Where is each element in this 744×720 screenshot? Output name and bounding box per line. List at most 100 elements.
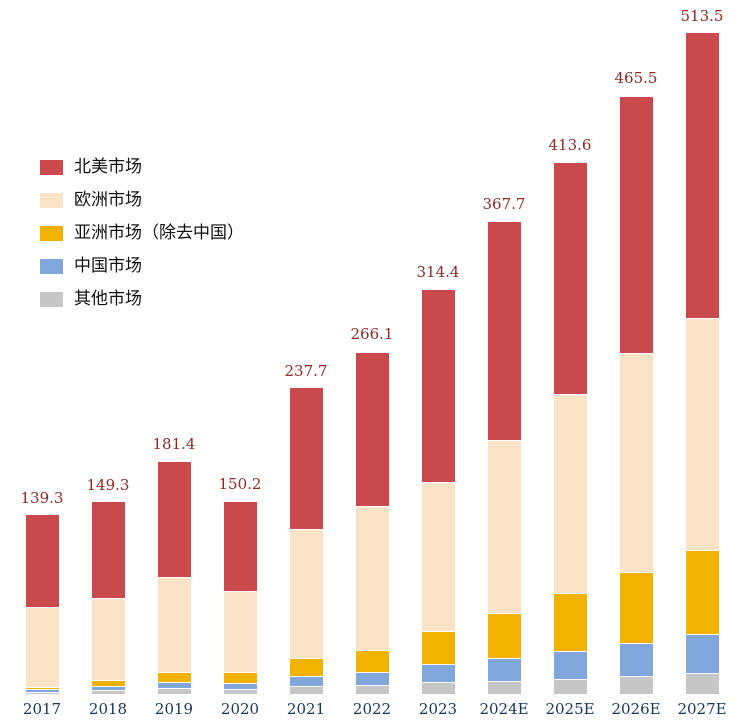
bar-total-label: 181.4 xyxy=(152,434,196,453)
bar-segment xyxy=(25,692,59,694)
bar-segment xyxy=(487,440,521,613)
bar-total-label: 513.5 xyxy=(680,7,724,25)
x-axis-label: 2019 xyxy=(154,700,194,718)
bar-segment xyxy=(553,162,587,394)
bar-segment xyxy=(223,591,257,672)
bar-segment xyxy=(355,672,389,685)
bar-segment xyxy=(289,686,323,694)
bar-segment xyxy=(91,680,125,686)
x-axis-label: 2018 xyxy=(88,700,128,718)
bar-segment xyxy=(289,676,323,686)
legend-label: 欧洲市场 xyxy=(74,190,142,210)
chart-legend: 北美市场欧洲市场亚洲市场（除去中国） 中国市场其他市场 xyxy=(40,158,244,309)
bar-group xyxy=(685,32,719,694)
bar-segment xyxy=(487,658,521,681)
bar-segment xyxy=(553,394,587,593)
bar-total-label: 413.6 xyxy=(548,135,592,154)
x-axis-label: 2025E xyxy=(545,700,595,718)
bar-segment xyxy=(157,672,191,682)
bar-segment xyxy=(223,501,257,591)
bar-group xyxy=(157,461,191,694)
bar-segment xyxy=(223,689,257,694)
bar-segment xyxy=(553,651,587,679)
legend-swatch xyxy=(40,160,63,175)
bar-segment xyxy=(685,32,719,318)
legend-label: 北美市场 xyxy=(74,157,142,177)
bar-segment xyxy=(553,679,587,694)
bar-segment xyxy=(289,658,323,676)
bar-segment xyxy=(487,681,521,694)
bar-group xyxy=(619,96,653,694)
bar-segment xyxy=(25,607,59,687)
bar-group xyxy=(421,289,455,694)
legend-item: 中国市场 xyxy=(40,257,244,276)
bar-segment xyxy=(619,353,653,572)
x-axis-label: 2027E xyxy=(677,700,727,718)
bar-segment xyxy=(157,461,191,577)
bar-segment xyxy=(487,613,521,658)
bar-segment xyxy=(685,318,719,550)
bar-segment xyxy=(355,650,389,672)
bar-total-label: 465.5 xyxy=(614,68,658,87)
legend-label: 亚洲市场（除去中国） xyxy=(74,223,244,243)
bar-total-label: 139.3 xyxy=(20,488,64,507)
bar-segment xyxy=(289,387,323,529)
bar-total-label: 149.3 xyxy=(86,475,130,494)
bar-segment xyxy=(355,506,389,650)
bar-segment xyxy=(157,682,191,688)
bar-segment xyxy=(289,529,323,658)
legend-swatch xyxy=(40,226,63,241)
x-axis-label: 2020 xyxy=(220,700,260,718)
bar-segment xyxy=(157,688,191,694)
bar-group xyxy=(91,501,125,694)
bar-segment xyxy=(355,352,389,506)
x-axis-label: 2024E xyxy=(479,700,529,718)
bar-group xyxy=(553,162,587,694)
x-axis-label: 2021 xyxy=(286,700,326,718)
x-axis-label: 2026E xyxy=(611,700,661,718)
bar-segment xyxy=(157,577,191,672)
legend-swatch xyxy=(40,292,63,307)
bar-segment xyxy=(421,289,455,482)
bar-segment xyxy=(619,572,653,643)
legend-label: 中国市场 xyxy=(74,256,142,276)
bar-segment xyxy=(685,673,719,694)
bar-segment xyxy=(553,593,587,651)
legend-label: 其他市场 xyxy=(74,289,142,309)
bar-segment xyxy=(91,598,125,680)
bar-segment xyxy=(91,501,125,598)
legend-swatch xyxy=(40,193,63,208)
bar-segment xyxy=(421,682,455,694)
bar-segment xyxy=(619,676,653,694)
bar-segment xyxy=(619,96,653,353)
bar-segment xyxy=(685,634,719,673)
bar-total-label: 314.4 xyxy=(416,263,460,282)
bar-group xyxy=(355,352,389,694)
bar-segment xyxy=(421,664,455,682)
bar-total-label: 237.7 xyxy=(284,362,328,381)
x-axis-label: 2022 xyxy=(352,700,392,718)
legend-swatch xyxy=(40,259,63,274)
bar-segment xyxy=(355,685,389,694)
legend-item: 欧洲市场 xyxy=(40,191,244,210)
bar-segment xyxy=(25,687,59,689)
bar-segment xyxy=(91,686,125,690)
legend-item: 亚洲市场（除去中国） xyxy=(40,224,244,243)
bar-segment xyxy=(421,482,455,631)
bar-segment xyxy=(685,550,719,634)
bar-segment xyxy=(25,514,59,607)
bar-segment xyxy=(223,672,257,683)
bar-segment xyxy=(421,631,455,664)
bar-group xyxy=(223,501,257,694)
x-axis-label: 2023 xyxy=(418,700,458,718)
bar-group xyxy=(25,514,59,694)
bar-total-label: 150.2 xyxy=(218,474,262,493)
bar-segment xyxy=(223,683,257,689)
legend-item: 其他市场 xyxy=(40,290,244,309)
bar-segment xyxy=(619,643,653,676)
x-axis-label: 2017 xyxy=(22,700,62,718)
bar-group xyxy=(289,387,323,694)
bar-total-label: 367.7 xyxy=(482,194,526,213)
bar-group xyxy=(487,221,521,694)
